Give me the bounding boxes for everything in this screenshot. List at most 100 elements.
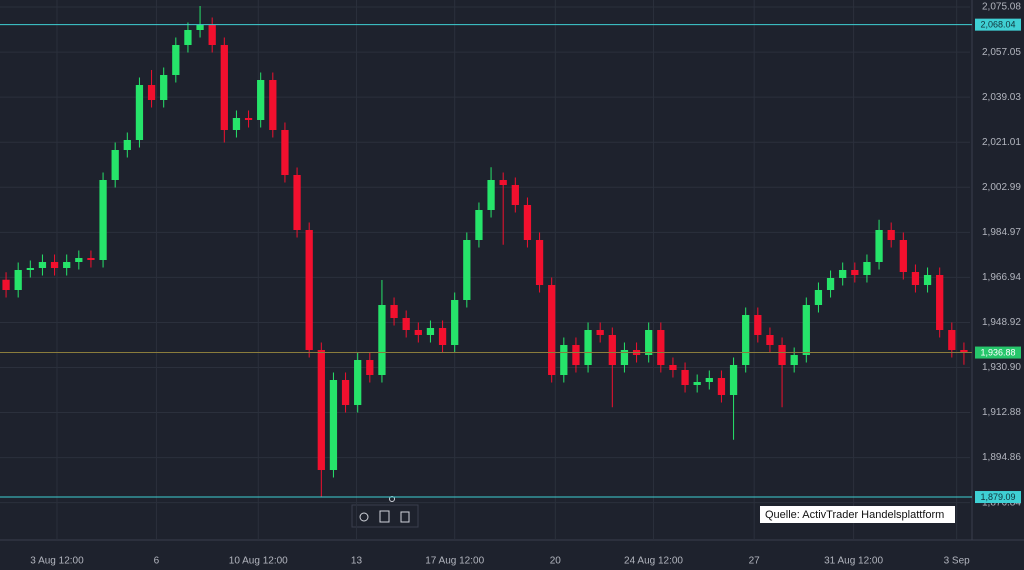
x-tick-label: 6 bbox=[154, 556, 160, 567]
candle-body bbox=[269, 80, 277, 130]
candle-body bbox=[305, 230, 313, 350]
candle-body bbox=[111, 150, 119, 180]
candle-body bbox=[839, 270, 847, 278]
candle-body bbox=[2, 279, 10, 290]
handle[interactable] bbox=[389, 496, 395, 502]
candle-body bbox=[705, 378, 713, 382]
candle-body bbox=[463, 240, 471, 300]
candle-body bbox=[863, 262, 871, 275]
candle-body bbox=[499, 180, 507, 185]
candle-body bbox=[414, 330, 422, 335]
candle-body bbox=[160, 75, 168, 100]
candle-body bbox=[596, 330, 604, 335]
candle-body bbox=[220, 45, 228, 130]
candle-body bbox=[87, 258, 95, 260]
candle-body bbox=[584, 330, 592, 365]
y-tick-label: 2,039.03 bbox=[982, 92, 1021, 103]
candle-body bbox=[523, 205, 532, 240]
toolbar bbox=[351, 496, 419, 528]
toolbar-icon[interactable] bbox=[359, 512, 369, 522]
candle-body bbox=[911, 272, 920, 285]
candle-body bbox=[923, 275, 932, 285]
candle-body bbox=[438, 328, 447, 345]
candle-body bbox=[887, 230, 895, 240]
x-tick-label: 10 Aug 12:00 bbox=[229, 556, 288, 567]
x-tick-label: 24 Aug 12:00 bbox=[624, 556, 683, 567]
candle-body bbox=[63, 262, 71, 268]
candle-body bbox=[329, 380, 338, 470]
candle-body bbox=[487, 180, 495, 210]
candle-body bbox=[257, 80, 265, 120]
toolbar-icon[interactable] bbox=[400, 511, 410, 523]
x-tick-label: 3 Aug 12:00 bbox=[30, 556, 84, 567]
candle-body bbox=[572, 345, 580, 365]
candle-body bbox=[535, 240, 544, 285]
y-tick-label: 2,075.08 bbox=[982, 2, 1021, 13]
candle-body bbox=[196, 25, 204, 30]
y-tick-label: 1,948.92 bbox=[982, 317, 1021, 328]
candle-body bbox=[826, 278, 835, 290]
y-tick-label: 1,966.94 bbox=[982, 272, 1021, 283]
candle-body bbox=[814, 290, 823, 305]
candle-body bbox=[172, 45, 180, 75]
candle-body bbox=[135, 85, 144, 140]
candle-body bbox=[366, 360, 374, 375]
candle-body bbox=[378, 305, 386, 375]
x-tick-label: 31 Aug 12:00 bbox=[824, 556, 883, 567]
candle-body bbox=[548, 285, 556, 375]
candle-body bbox=[948, 330, 956, 350]
candle-body bbox=[75, 258, 83, 262]
candle-body bbox=[899, 240, 907, 272]
candle-body bbox=[50, 262, 59, 268]
candle-body bbox=[717, 378, 726, 395]
candle-body bbox=[293, 175, 301, 230]
candle-body bbox=[645, 330, 653, 355]
candle-body bbox=[875, 230, 883, 262]
y-tick-label: 1,930.90 bbox=[982, 362, 1021, 373]
candle-body bbox=[341, 380, 350, 405]
candle-body bbox=[99, 180, 107, 260]
candle-body bbox=[560, 345, 568, 375]
candle-body bbox=[402, 318, 410, 330]
x-tick-label: 3 Sep bbox=[944, 556, 971, 567]
candle-body bbox=[390, 305, 398, 318]
candle-body bbox=[778, 345, 786, 365]
x-tick-label: 17 Aug 12:00 bbox=[425, 556, 484, 567]
candle-body bbox=[426, 328, 435, 335]
toolbar-icon[interactable] bbox=[379, 510, 390, 523]
candle-body bbox=[475, 210, 483, 240]
y-tick-label: 2,057.05 bbox=[982, 47, 1021, 58]
candle-body bbox=[184, 30, 192, 45]
candle-body bbox=[317, 350, 325, 470]
candle-body bbox=[244, 118, 253, 120]
price-level-box bbox=[975, 346, 1021, 359]
price-level-box bbox=[975, 491, 1021, 504]
candle-body bbox=[354, 360, 362, 405]
candle-body bbox=[802, 305, 810, 355]
candle-body bbox=[123, 140, 131, 150]
candle-body bbox=[657, 330, 665, 365]
y-tick-label: 2,002.99 bbox=[982, 182, 1021, 193]
candle-body bbox=[681, 370, 689, 385]
candle-body bbox=[511, 185, 519, 205]
candle-body bbox=[669, 365, 677, 370]
candle-body bbox=[147, 85, 156, 100]
x-tick-label: 27 bbox=[749, 556, 761, 567]
candle-body bbox=[960, 350, 968, 353]
candle-body bbox=[208, 25, 216, 45]
y-tick-label: 1,912.88 bbox=[982, 407, 1021, 418]
candle-body bbox=[451, 300, 459, 345]
candle-body bbox=[742, 315, 750, 365]
price-level-label: 1,936.88 bbox=[980, 347, 1015, 357]
source-box bbox=[760, 506, 955, 523]
y-tick-label: 1,984.97 bbox=[982, 227, 1021, 238]
candle-body bbox=[693, 382, 701, 385]
y-tick-label: 1,894.86 bbox=[982, 452, 1021, 463]
candle-body bbox=[790, 355, 798, 365]
price-level-box bbox=[975, 18, 1021, 31]
price-level-label: 1,879.09 bbox=[980, 492, 1015, 502]
y-tick-label: 2,021.01 bbox=[982, 137, 1021, 148]
candle-body bbox=[729, 365, 738, 395]
candle-body bbox=[608, 335, 616, 365]
